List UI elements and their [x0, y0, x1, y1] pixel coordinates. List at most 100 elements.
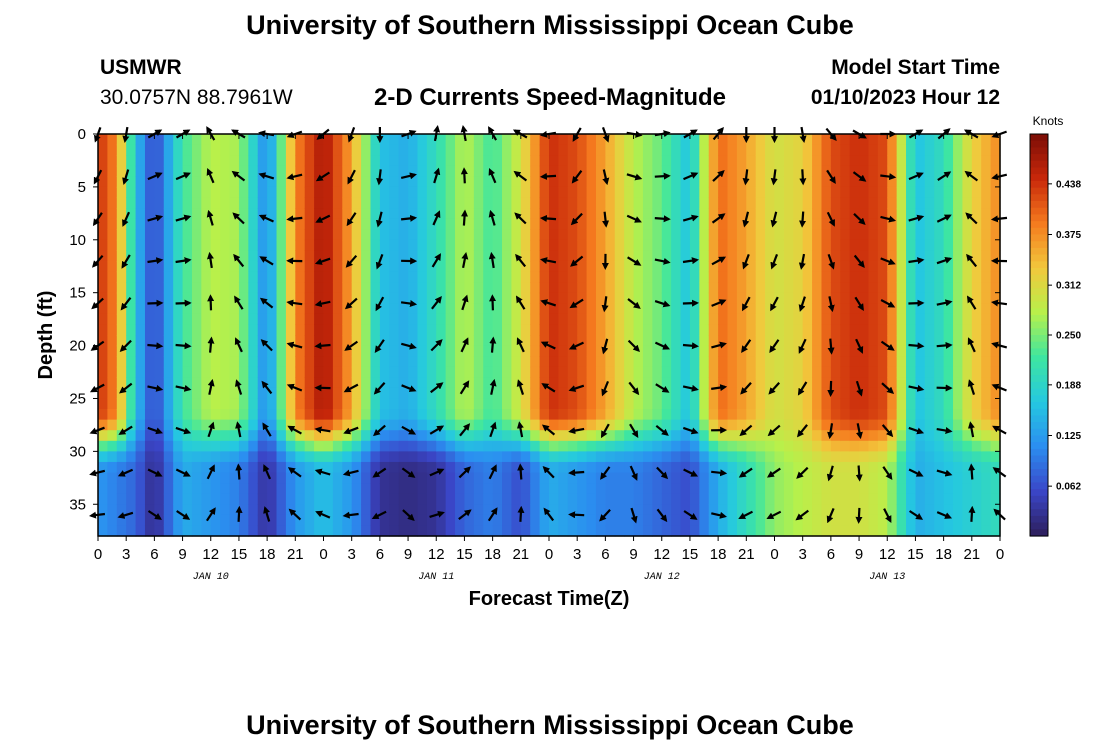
page-title: University of Southern Mississippi Ocean…: [246, 10, 854, 40]
heatmap-cell: [154, 165, 165, 177]
heatmap-cell: [445, 409, 456, 421]
heatmap-cell: [680, 451, 691, 463]
heatmap-cell: [520, 472, 531, 484]
heatmap-cell: [671, 387, 682, 400]
heatmap-cell: [915, 335, 926, 347]
heatmap-cell: [257, 514, 268, 527]
current-vector-arrow: [827, 253, 835, 270]
heatmap-cell: [962, 229, 973, 241]
current-vector-arrow: [539, 172, 557, 180]
heatmap-cell: [577, 197, 588, 209]
heatmap-cell: [877, 271, 888, 283]
heatmap-cell: [990, 419, 1001, 431]
heatmap-cell: [295, 419, 306, 431]
heatmap-cell: [304, 356, 315, 368]
heatmap-cell: [708, 260, 719, 273]
heatmap-cell: [332, 366, 343, 378]
heatmap-cell: [492, 335, 503, 347]
heatmap-cell: [765, 271, 776, 283]
heatmap-cell: [642, 514, 653, 527]
heatmap-cell: [783, 134, 794, 146]
heatmap-cell: [323, 292, 334, 304]
heatmap-cell: [370, 493, 381, 505]
heatmap-cell: [473, 525, 484, 537]
heatmap-cell: [473, 324, 484, 336]
heatmap-cell: [567, 419, 578, 431]
heatmap-cell: [567, 483, 578, 495]
heatmap-cell: [830, 504, 841, 516]
heatmap-cell: [483, 409, 494, 421]
heatmap-cell: [746, 144, 757, 156]
heatmap-cell: [877, 176, 888, 188]
heatmap-cell: [351, 292, 362, 304]
current-vector-arrow: [286, 341, 303, 349]
heatmap-cell: [605, 208, 616, 220]
heatmap-cell: [351, 419, 362, 431]
current-vector-arrow: [967, 337, 976, 353]
heatmap-cell: [445, 260, 456, 273]
heatmap-cell: [267, 134, 278, 146]
heatmap-cell: [840, 218, 851, 230]
heatmap-cell: [727, 345, 738, 357]
heatmap-cell: [953, 335, 964, 347]
heatmap-cell: [962, 366, 973, 378]
heatmap-cell: [953, 186, 964, 199]
heatmap-cell: [389, 504, 400, 516]
heatmap-cell: [577, 493, 588, 505]
heatmap-cell: [389, 419, 400, 431]
current-vector-arrow: [827, 423, 835, 440]
heatmap-cell: [877, 144, 888, 156]
current-vector-arrow: [569, 298, 584, 309]
heatmap-cell: [962, 387, 973, 400]
heatmap-cell: [774, 292, 785, 304]
current-vector-arrow: [431, 296, 442, 310]
heatmap-cell: [295, 165, 306, 177]
x-tick-label: 21: [512, 546, 529, 563]
heatmap-cell: [210, 303, 221, 315]
heatmap-cell: [173, 260, 184, 273]
heatmap-cell: [473, 292, 484, 304]
heatmap-cell: [483, 176, 494, 188]
colorbar-segment: [1030, 254, 1048, 262]
x-tick-label: 3: [122, 546, 130, 563]
x-axis: 0 3 6 9 12 15 18 21 0 3 6 9 12 15 18 21 0 3 6 9 12 15 18 21 0 3 6 9…: [94, 134, 1004, 583]
heatmap-cell: [502, 229, 513, 241]
heatmap-cell: [464, 409, 475, 421]
current-vector-arrow: [514, 212, 527, 225]
current-vector-arrow: [373, 424, 386, 437]
heatmap-cell: [332, 313, 343, 326]
colorbar-segment: [1030, 368, 1048, 376]
x-tick-label: 12: [879, 546, 896, 563]
heatmap-cell: [502, 303, 513, 315]
heatmap-cell: [98, 313, 108, 326]
heatmap-cell: [201, 461, 212, 474]
heatmap-cell: [906, 366, 917, 378]
heatmap-cell: [483, 440, 494, 452]
heatmap-cell: [398, 239, 409, 251]
heatmap-cell: [549, 313, 559, 326]
heatmap-cell: [173, 250, 184, 262]
heatmap-cell: [746, 472, 757, 484]
heatmap-cell: [746, 250, 757, 262]
heatmap-cell: [295, 218, 306, 230]
heatmap-cell: [389, 250, 400, 262]
heatmap-cell: [812, 144, 823, 156]
heatmap-cell: [736, 292, 747, 304]
heatmap-cell: [323, 239, 334, 251]
heatmap-cell: [896, 134, 907, 146]
heatmap-cell: [314, 366, 325, 378]
heatmap-cell: [793, 165, 804, 177]
heatmap-cell: [342, 525, 353, 537]
heatmap-cell: [276, 155, 287, 167]
heatmap-cell: [201, 197, 212, 209]
heatmap-cell: [191, 292, 202, 304]
heatmap-cell: [887, 483, 898, 495]
current-vector-arrow: [459, 380, 470, 395]
heatmap-cell: [943, 366, 954, 378]
heatmap-cell: [323, 197, 334, 209]
heatmap-cell: [943, 525, 954, 537]
heatmap-cell: [182, 419, 193, 431]
heatmap-cell: [248, 398, 259, 410]
heatmap-cell: [906, 250, 917, 262]
current-vector-arrow: [683, 510, 698, 520]
